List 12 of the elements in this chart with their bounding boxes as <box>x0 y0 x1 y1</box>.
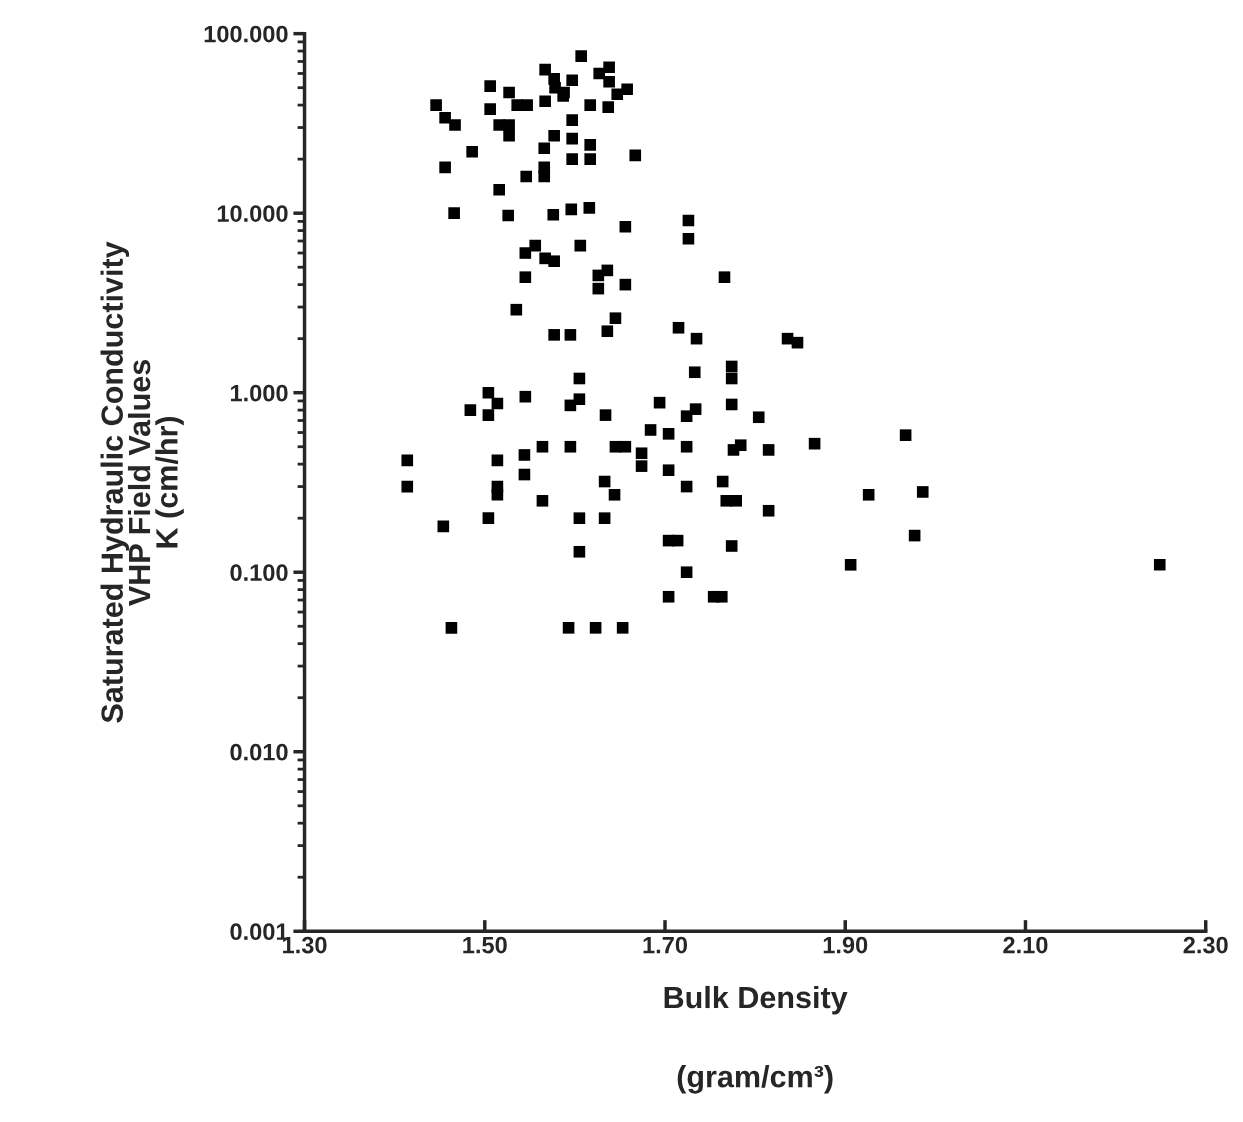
y-tick-label: 10.000 <box>217 205 288 222</box>
y-tick-label: 1.000 <box>230 384 288 402</box>
x-tick-label: 1.70 <box>643 936 688 954</box>
x-tick-label: 2.30 <box>1183 936 1228 954</box>
x-tick-label: 1.90 <box>823 936 868 954</box>
y-tick-label: 0.010 <box>230 743 288 761</box>
x-tick-label: 1.50 <box>463 936 507 954</box>
y-axis-title: Saturated Hydraulic Conductivity VHP Field Values K (cm/hr) <box>100 241 184 723</box>
text: Bulk Density (gram/cm³) <box>664 985 848 1094</box>
y-tick-label: 100.000 <box>204 25 288 43</box>
x-tick-label: 2.10 <box>1003 936 1048 954</box>
y-tick-label: 0.100 <box>230 564 288 582</box>
